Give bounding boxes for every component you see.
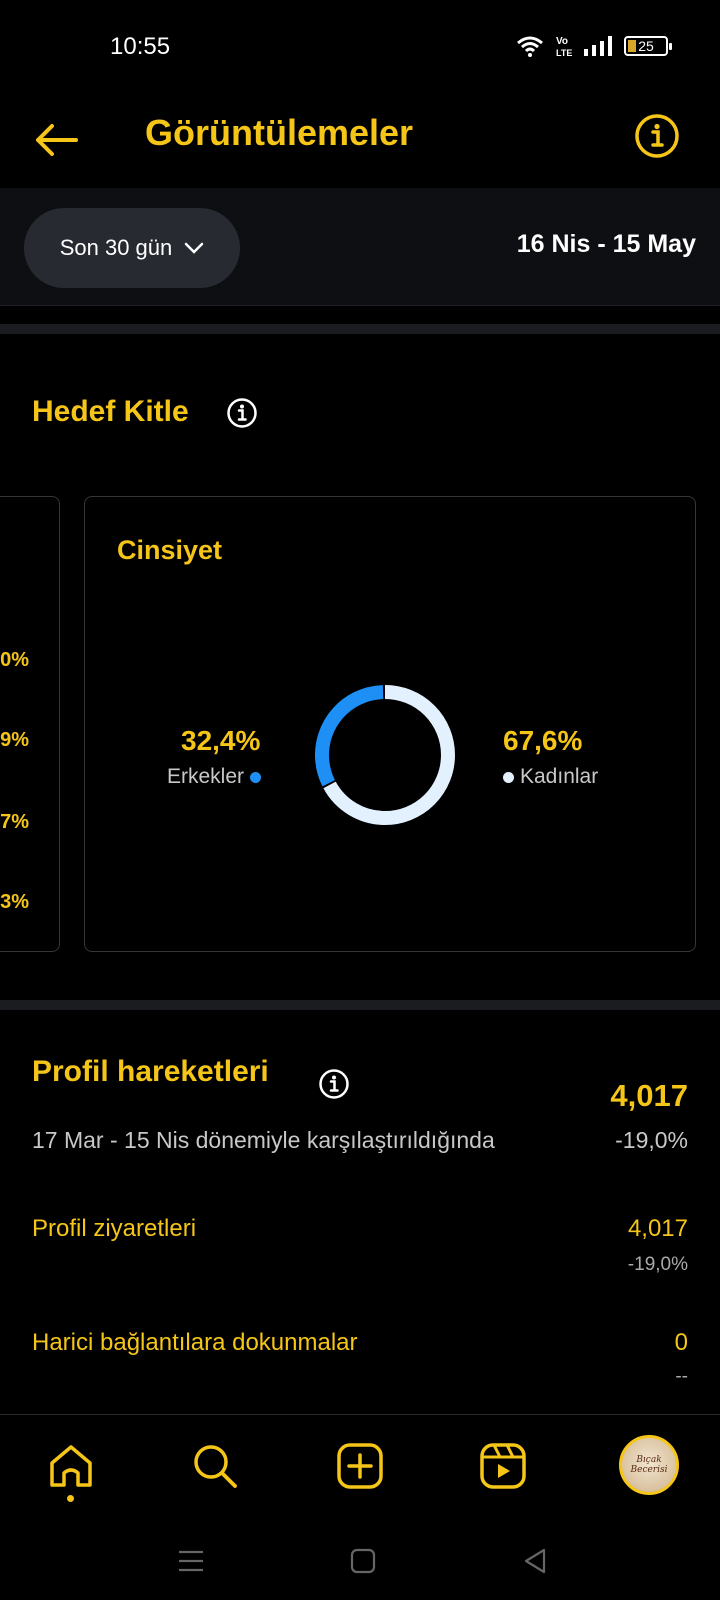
metric-value-profile-visits: 4,017 xyxy=(627,1215,688,1242)
signal-icon xyxy=(584,36,612,56)
bottom-nav: Bıçak Becerisi xyxy=(0,1414,720,1524)
women-label: Kadınlar xyxy=(520,765,599,788)
info-icon[interactable] xyxy=(634,113,680,159)
metric-change-profile-visits: -19,0% xyxy=(627,1254,688,1275)
gender-card[interactable]: Cinsiyet 32,4% Erkekler 67,6% Kadınlar xyxy=(84,496,696,952)
add-icon[interactable] xyxy=(335,1441,385,1491)
peek-value: 3% xyxy=(0,891,29,913)
search-icon[interactable] xyxy=(190,1441,240,1491)
metric-label-external-taps: Harici bağlantılara dokunmalar xyxy=(32,1329,358,1356)
women-color-dot xyxy=(503,771,514,783)
status-bar: 10:55 Vo LTE 25 xyxy=(0,0,720,96)
compare-change: -19,0% xyxy=(615,1127,688,1153)
women-legend: Kadınlar xyxy=(503,765,598,789)
status-time: 10:55 xyxy=(110,33,171,60)
gender-donut-chart xyxy=(315,685,455,825)
audience-title: Hedef Kitle xyxy=(32,395,189,428)
system-nav-bar xyxy=(0,1524,720,1600)
period-label: Son 30 gün xyxy=(59,235,173,260)
women-percent: 67,6% xyxy=(503,725,583,756)
volte-text-lte: LTE xyxy=(556,48,572,58)
date-range: 16 Nis - 15 May xyxy=(516,230,696,258)
gender-title: Cinsiyet xyxy=(117,535,223,565)
wifi-icon xyxy=(517,36,543,57)
men-label: Erkekler xyxy=(167,765,245,788)
men-color-dot xyxy=(250,771,262,783)
filter-bar: Son 30 gün 16 Nis - 15 May xyxy=(0,188,720,306)
volte-text: Vo xyxy=(556,36,568,47)
chevron-down-icon xyxy=(185,242,204,254)
men-legend: Erkekler xyxy=(167,765,262,789)
profile-total-value: 4,017 xyxy=(610,1078,688,1113)
page-title: Görüntülemeler xyxy=(145,112,414,153)
active-indicator xyxy=(67,1495,74,1502)
home-icon[interactable] xyxy=(46,1441,96,1491)
battery-icon: 25 xyxy=(624,36,672,56)
period-dropdown[interactable]: Son 30 gün xyxy=(24,208,240,288)
metric-change-external-taps: -- xyxy=(675,1366,688,1387)
reels-icon[interactable] xyxy=(478,1441,528,1491)
compare-period-text: 17 Mar - 15 Nis dönemiyle karşılaştırıld… xyxy=(32,1127,495,1153)
audience-info-icon[interactable] xyxy=(226,397,258,429)
avatar-text: Bıçak Becerisi xyxy=(630,1455,668,1475)
volte-icon: Vo LTE xyxy=(556,36,572,58)
peek-value: 7% xyxy=(0,811,29,833)
section-divider xyxy=(0,1000,720,1010)
section-divider xyxy=(0,324,720,334)
battery-level: 25 xyxy=(638,38,654,54)
back-arrow-icon[interactable] xyxy=(32,116,80,164)
profile-info-icon[interactable] xyxy=(318,1068,350,1100)
age-card-peek[interactable]: 0% 9% 7% 3% xyxy=(0,496,60,952)
back-triangle-icon[interactable] xyxy=(520,1546,550,1576)
men-percent: 32,4% xyxy=(181,725,261,756)
header: Görüntülemeler xyxy=(0,96,720,188)
metric-label-profile-visits: Profil ziyaretleri xyxy=(32,1215,197,1242)
metric-value-external-taps: 0 xyxy=(674,1329,688,1356)
profile-activity-title: Profil hareketleri xyxy=(32,1055,269,1088)
menu-icon[interactable] xyxy=(176,1546,206,1576)
peek-value: 9% xyxy=(0,729,29,751)
peek-value: 0% xyxy=(0,649,29,671)
home-square-icon[interactable] xyxy=(348,1546,378,1576)
profile-avatar[interactable]: Bıçak Becerisi xyxy=(619,1435,679,1495)
donut-slice-women xyxy=(315,685,455,825)
status-icons: Vo LTE 25 xyxy=(516,34,672,58)
